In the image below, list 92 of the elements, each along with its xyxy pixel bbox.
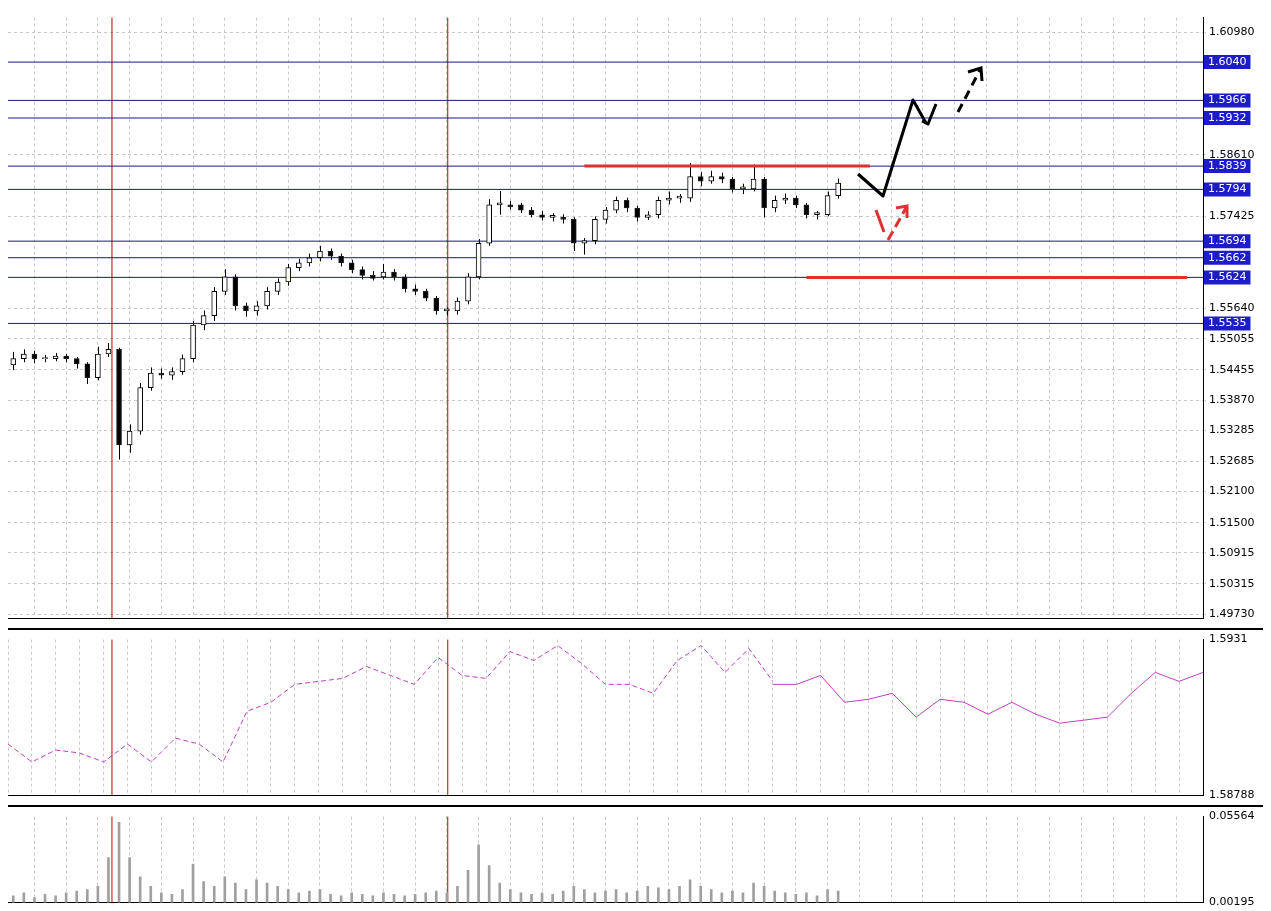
bar: [625, 892, 628, 903]
bar: [138, 876, 142, 903]
y-tick-label: 1.53870: [1209, 392, 1255, 406]
y-tick-label: 1.5931: [1209, 632, 1248, 646]
bar: [107, 857, 110, 903]
bar: [54, 895, 57, 903]
y-tick-label: 0.05564: [1209, 809, 1255, 823]
bar: [223, 876, 227, 903]
bar: [308, 890, 311, 903]
candlestick: [687, 162, 693, 203]
y-tick-label: 1.53285: [1209, 423, 1255, 437]
bar: [583, 889, 586, 903]
candlestick: [147, 366, 154, 392]
candlestick: [264, 286, 270, 310]
bar: [276, 886, 279, 903]
y-tick-label: 1.52685: [1209, 454, 1255, 468]
bar: [477, 844, 480, 903]
bar: [212, 886, 216, 903]
bar: [403, 895, 406, 903]
ref-line-label: 1.5535: [1208, 316, 1247, 330]
candlestick: [211, 286, 218, 322]
bar: [508, 889, 512, 903]
bar: [75, 890, 79, 903]
candlestick: [285, 263, 292, 287]
bar: [128, 857, 131, 903]
ref-line-label: 1.5624: [1208, 270, 1247, 284]
candlestick: [221, 268, 228, 296]
bar: [297, 892, 301, 903]
bar: [709, 889, 713, 903]
bar: [202, 881, 205, 903]
candlestick: [592, 215, 598, 245]
bar: [805, 892, 808, 903]
ref-line-label: 1.5694: [1208, 234, 1247, 248]
bar: [826, 889, 829, 903]
candlestick: [570, 216, 577, 252]
ref-line-label: 1.6040: [1208, 54, 1247, 68]
y-tick-label: 1.60980: [1209, 24, 1255, 38]
ref-line-label: 1.5662: [1208, 250, 1247, 264]
bar: [752, 882, 755, 903]
bar: [255, 879, 258, 903]
bar: [635, 890, 639, 903]
bar: [424, 892, 428, 903]
bar: [11, 895, 15, 903]
bar: [604, 890, 607, 903]
y-tick-label: 1.58610: [1209, 147, 1255, 161]
y-tick-label: 1.54455: [1209, 362, 1255, 376]
candlestick: [465, 272, 471, 305]
y-tick-label: 1.50315: [1209, 576, 1255, 590]
bar: [731, 890, 734, 903]
candlestick: [84, 361, 91, 385]
candlestick: [433, 295, 440, 316]
bar: [530, 894, 533, 903]
ref-line-label: 1.5966: [1208, 93, 1247, 107]
bar: [160, 892, 163, 903]
bar: [657, 887, 660, 903]
bar: [85, 889, 89, 903]
bar: [456, 886, 459, 903]
bar: [434, 890, 438, 903]
bar: [360, 894, 364, 903]
y-tick-label: 1.49730: [1209, 607, 1255, 621]
bar: [498, 882, 502, 903]
ref-line-label: 1.5839: [1208, 158, 1247, 172]
bar: [561, 890, 565, 903]
candlestick: [835, 178, 841, 200]
bar: [487, 865, 491, 903]
bar: [149, 886, 153, 903]
bar: [678, 886, 681, 903]
bar: [551, 894, 554, 903]
y-tick-label: 0.00195: [1209, 895, 1255, 909]
bar: [720, 892, 724, 903]
bar: [646, 886, 650, 903]
bar: [234, 882, 237, 903]
y-tick-label: 1.58788: [1209, 788, 1255, 802]
bar: [329, 894, 332, 903]
y-tick-label: 1.51500: [1209, 515, 1255, 529]
bar: [773, 890, 777, 903]
y-tick-label: 1.55055: [1209, 331, 1255, 345]
y-tick-label: 1.55640: [1209, 301, 1255, 315]
y-tick-label: 1.57425: [1209, 208, 1255, 222]
bar: [572, 886, 576, 903]
ref-line-label: 1.5794: [1208, 182, 1247, 196]
candlestick: [95, 346, 101, 381]
bar: [33, 897, 36, 903]
bar: [699, 886, 703, 903]
y-tick-label: 1.52100: [1209, 484, 1255, 498]
y-tick-label: 1.50915: [1209, 545, 1255, 559]
bar: [783, 892, 787, 903]
ref-line-label: 1.5932: [1208, 110, 1247, 124]
bar: [350, 892, 354, 903]
bar: [181, 889, 184, 903]
bar: [286, 889, 290, 903]
bar: [382, 892, 385, 903]
